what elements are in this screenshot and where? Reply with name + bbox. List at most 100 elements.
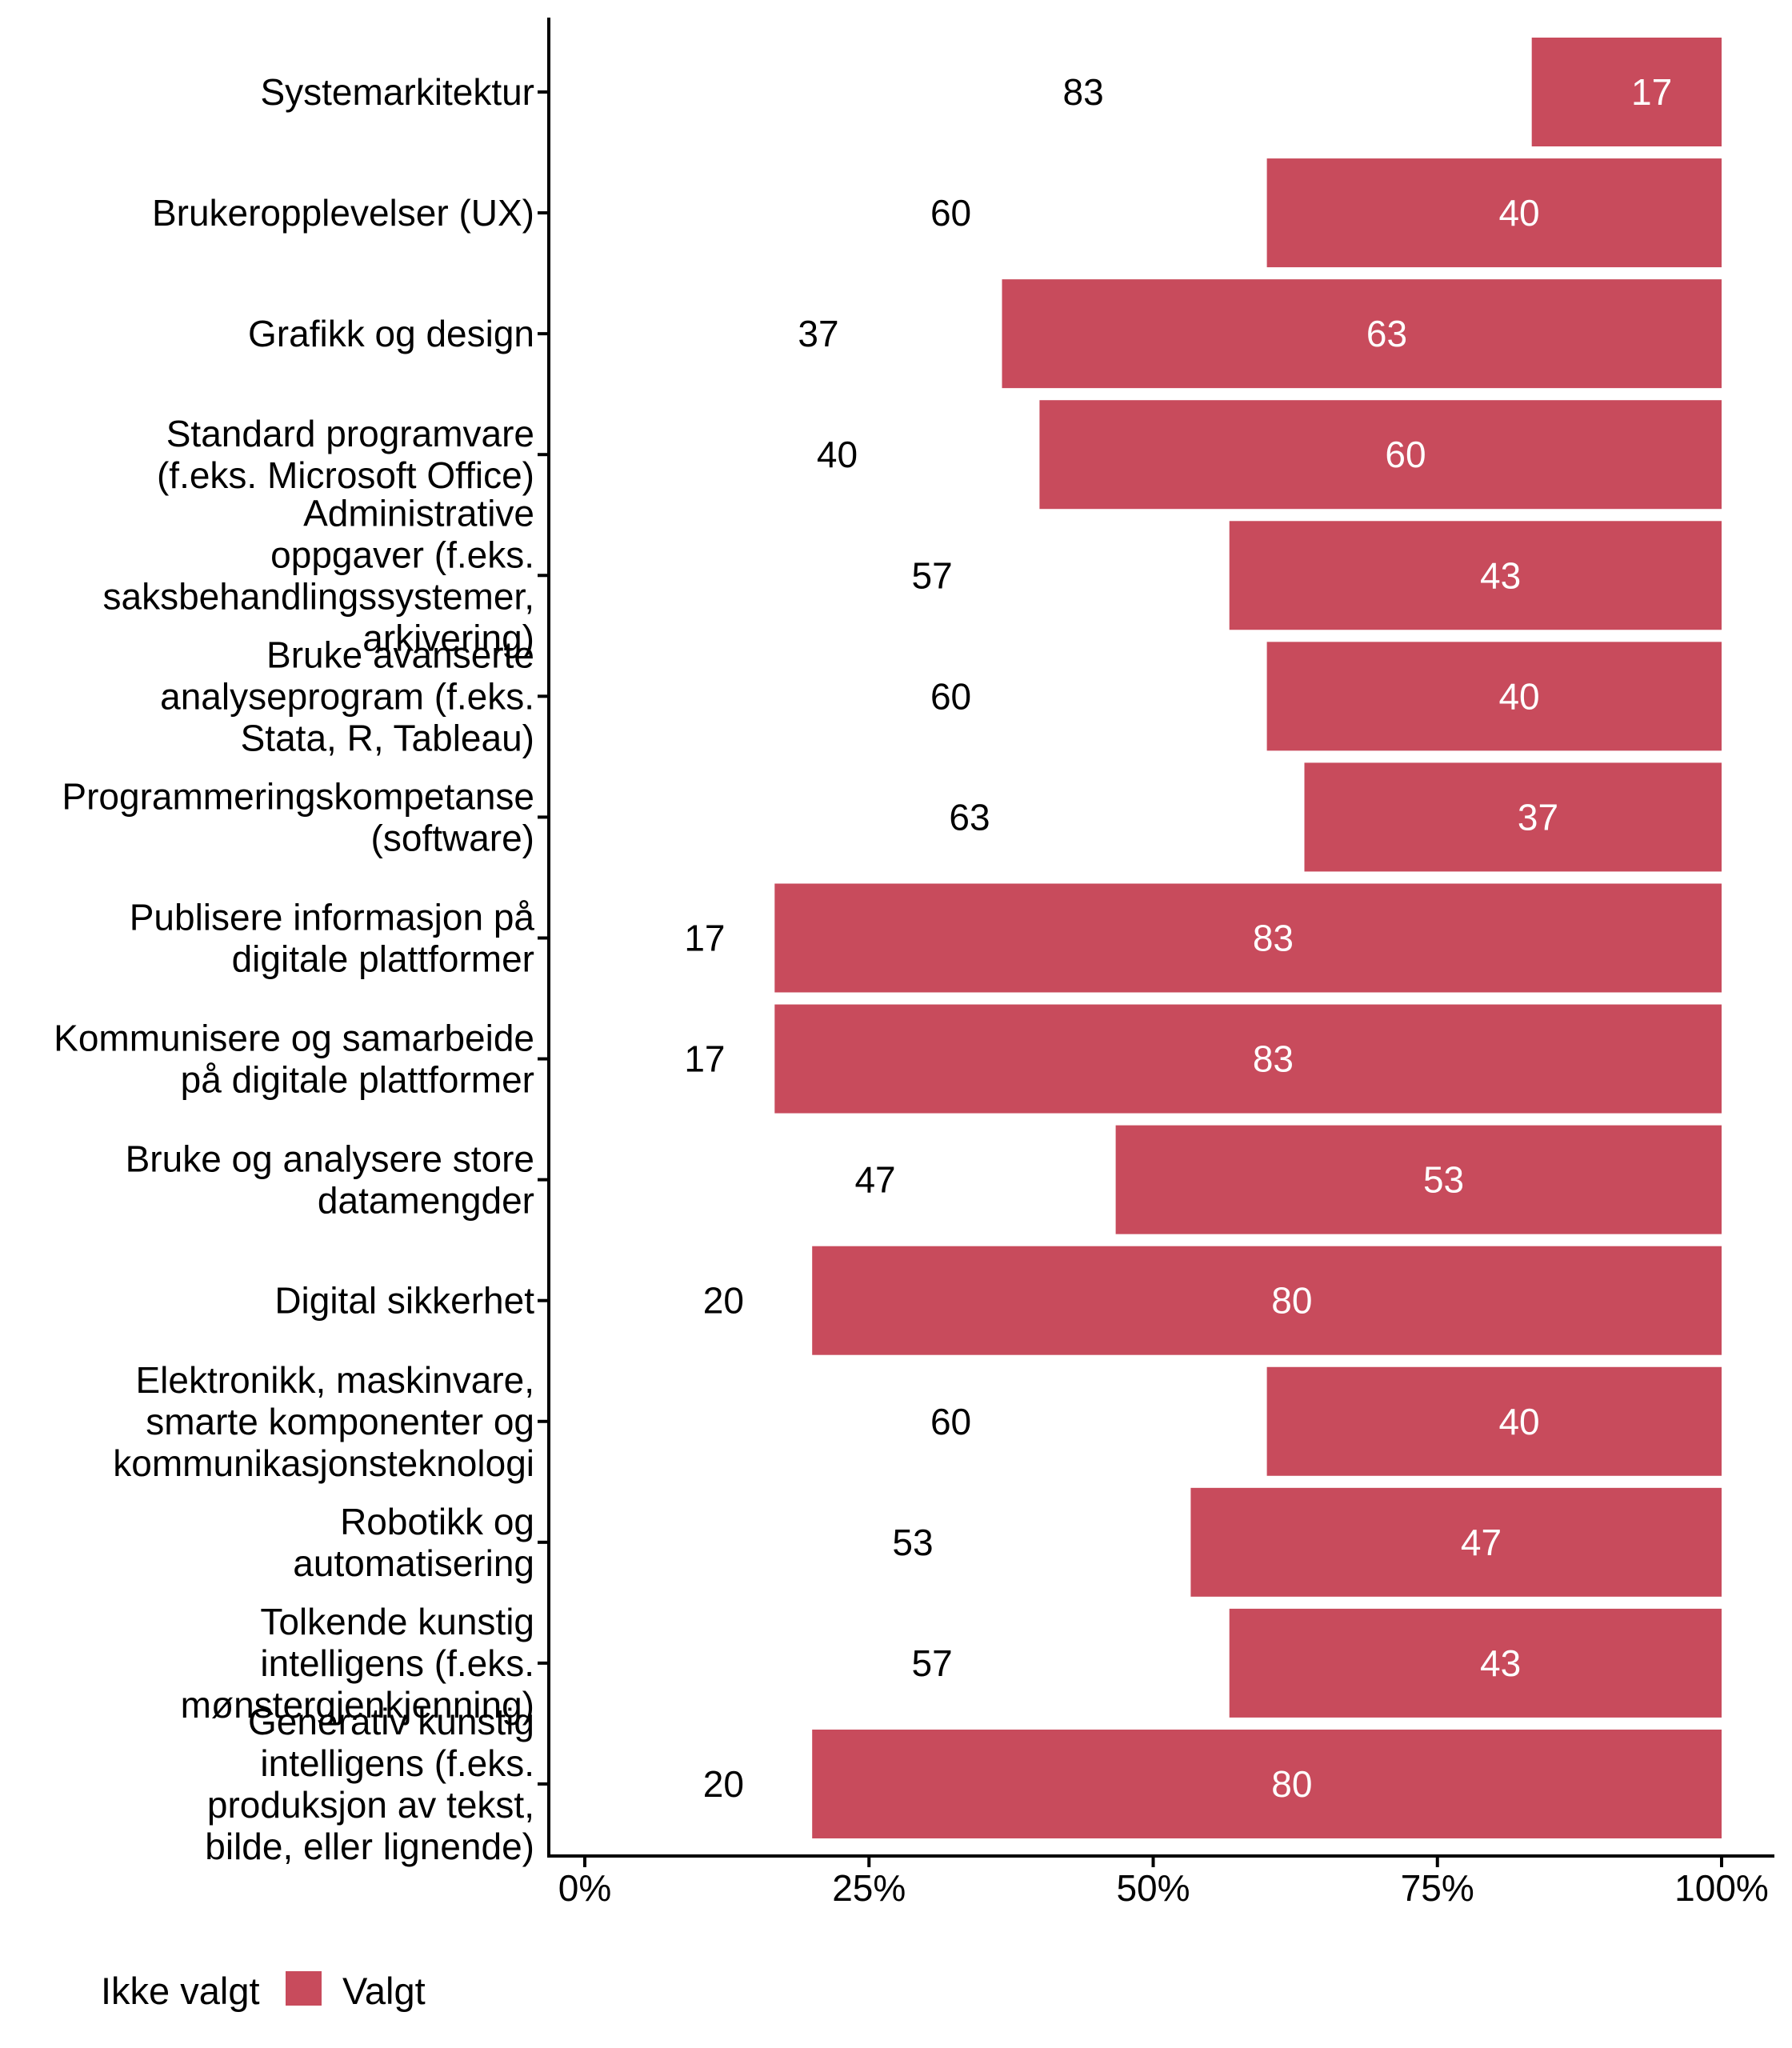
data-label-valgt: 37 xyxy=(1518,796,1558,838)
y-tick-label: Elektronikk, maskinvare, smarte komponent… xyxy=(113,1359,534,1484)
y-tick-label-line: kommunikasjonsteknologi xyxy=(113,1442,534,1484)
bar-ikke-valgt xyxy=(585,1004,775,1114)
bar-ikke-valgt xyxy=(585,1729,813,1838)
bar-ikke-valgt xyxy=(585,279,1002,389)
data-label-valgt: 80 xyxy=(1271,1763,1312,1805)
y-tick-label-line: Stata, R, Tableau) xyxy=(241,717,534,758)
bars-layer xyxy=(585,38,1722,1838)
data-label-ikke-valgt: 20 xyxy=(703,1763,744,1805)
y-tick-label: Tolkende kunstig intelligens (f.eks. mønst… xyxy=(181,1601,534,1726)
y-tick-label-line: intelligens (f.eks. xyxy=(260,1742,534,1784)
y-tick-label-line: Brukeropplevelser (UX) xyxy=(152,192,534,234)
bar-valgt xyxy=(1039,400,1722,510)
bar-valgt xyxy=(1304,762,1722,872)
y-tick-label-line: Tolkende kunstig xyxy=(260,1601,534,1642)
x-tick-label: 100% xyxy=(1674,1867,1769,1909)
bar-valgt xyxy=(774,883,1722,993)
data-label-ikke-valgt: 60 xyxy=(930,1401,971,1442)
y-tick-label: Bruke og analysere store datamengder xyxy=(126,1138,534,1222)
y-tick-label-line: (software) xyxy=(371,817,534,858)
data-label-ikke-valgt: 20 xyxy=(703,1280,744,1322)
y-tick-label-line: Publisere informasjon på xyxy=(130,896,535,938)
bar-valgt xyxy=(1115,1125,1722,1234)
bar-ikke-valgt xyxy=(585,1366,1267,1476)
y-tick-label-line: på digitale plattformer xyxy=(181,1059,534,1101)
data-label-valgt: 83 xyxy=(1253,917,1294,958)
bar-ikke-valgt xyxy=(585,1125,1116,1234)
data-label-ikke-valgt: 60 xyxy=(930,192,971,234)
data-label-ikke-valgt: 40 xyxy=(817,434,858,475)
y-tick-labels: Systemarkitektur Brukeropplevelser (UX) Gr… xyxy=(54,71,534,1867)
y-tick-label-line: digitale plattformer xyxy=(232,938,534,979)
bar-valgt xyxy=(812,1246,1722,1355)
y-axis: Systemarkitektur Brukeropplevelser (UX) Gr… xyxy=(54,18,550,1867)
data-label-ikke-valgt: 17 xyxy=(684,1038,725,1080)
x-tick-label: 25% xyxy=(832,1867,906,1909)
bar-ikke-valgt xyxy=(585,400,1040,510)
y-tick-label-line: Kommunisere og samarbeide xyxy=(54,1018,534,1059)
y-tick-label-line: mønstergjenkjenning) xyxy=(181,1684,534,1726)
bar-ikke-valgt xyxy=(585,883,775,993)
bar-ikke-valgt xyxy=(585,1608,1230,1718)
value-labels-layer: 83 17 60 40 37 63 40 60 57 43 60 40 63 37 17 83 17 83 47 53… xyxy=(684,71,1672,1805)
y-tick-label: Kommunisere og samarbeide på digitale pla… xyxy=(54,1018,534,1101)
y-tick-label-line: saksbehandlingssystemer, xyxy=(102,575,534,617)
data-label-ikke-valgt: 63 xyxy=(949,796,990,838)
bar-valgt xyxy=(1266,1366,1722,1476)
y-tick-label: Digital sikkerhet xyxy=(274,1280,534,1322)
y-tick-label-line: Systemarkitektur xyxy=(260,71,534,113)
data-label-ikke-valgt: 53 xyxy=(892,1522,933,1563)
y-tick-label-line: Elektronikk, maskinvare, xyxy=(136,1359,535,1401)
bar-valgt xyxy=(1229,521,1722,630)
y-tick-label-line: analyseprogram (f.eks. xyxy=(160,675,534,717)
data-label-valgt: 83 xyxy=(1253,1038,1294,1080)
y-tick-label: Systemarkitektur xyxy=(260,71,534,113)
data-label-valgt: 40 xyxy=(1498,675,1539,717)
bar-valgt xyxy=(1531,38,1722,146)
y-tick-label: Programmeringskompetanse (software) xyxy=(62,775,534,858)
bar-valgt xyxy=(1266,642,1722,751)
bar-valgt xyxy=(1002,279,1722,389)
bar-ikke-valgt xyxy=(585,158,1267,268)
data-label-valgt: 40 xyxy=(1498,192,1539,234)
bar-valgt xyxy=(1229,1608,1722,1718)
data-label-ikke-valgt: 57 xyxy=(912,554,953,596)
legend-key-ikke-valgt xyxy=(62,1971,98,2006)
bar-ikke-valgt xyxy=(585,521,1230,630)
x-ticks xyxy=(583,1856,1723,1867)
y-tick-label: Brukeropplevelser (UX) xyxy=(152,192,534,234)
y-tick-label-line: Robotikk og xyxy=(340,1501,534,1542)
y-ticks xyxy=(538,90,549,1786)
y-tick-label-line: bilde, eller lignende) xyxy=(205,1826,534,1867)
data-label-valgt: 80 xyxy=(1271,1280,1312,1322)
data-label-ikke-valgt: 17 xyxy=(684,917,725,958)
y-tick-label-line: Generativ kunstig xyxy=(248,1701,534,1742)
data-label-valgt: 40 xyxy=(1498,1401,1539,1442)
y-tick-label-line: datamengder xyxy=(318,1180,534,1222)
y-tick-label-line: Grafikk og design xyxy=(248,313,534,354)
bar-valgt xyxy=(812,1729,1722,1838)
legend-label-valgt: Valgt xyxy=(342,1970,426,2012)
y-tick-label: Administrative oppgaver (f.eks. saksbehand… xyxy=(102,492,534,658)
data-label-valgt: 63 xyxy=(1366,313,1407,354)
y-tick-label: Grafikk og design xyxy=(248,313,534,354)
data-label-valgt: 53 xyxy=(1423,1159,1464,1201)
y-tick-label-line: smarte komponenter og xyxy=(146,1401,534,1442)
bar-ikke-valgt xyxy=(585,762,1305,872)
data-label-ikke-valgt: 37 xyxy=(798,313,838,354)
data-label-valgt: 43 xyxy=(1480,554,1521,596)
bar-valgt xyxy=(1266,158,1722,268)
y-tick-label-line: Administrative xyxy=(303,492,534,534)
y-tick-label-line: intelligens (f.eks. xyxy=(260,1642,534,1684)
data-label-ikke-valgt: 60 xyxy=(930,675,971,717)
y-tick-label: Robotikk og automatisering xyxy=(293,1501,534,1584)
x-tick-label: 50% xyxy=(1116,1867,1190,1909)
legend-key-valgt xyxy=(286,1971,322,2006)
bar-valgt xyxy=(1190,1487,1722,1597)
y-tick-label-line: arkivering) xyxy=(362,617,534,658)
bar-valgt xyxy=(774,1004,1722,1114)
y-tick-label-line: (f.eks. Microsoft Office) xyxy=(157,454,534,496)
bar-ikke-valgt xyxy=(585,642,1267,751)
y-tick-label: Standard programvare (f.eks. Microsoft Of… xyxy=(157,413,534,496)
